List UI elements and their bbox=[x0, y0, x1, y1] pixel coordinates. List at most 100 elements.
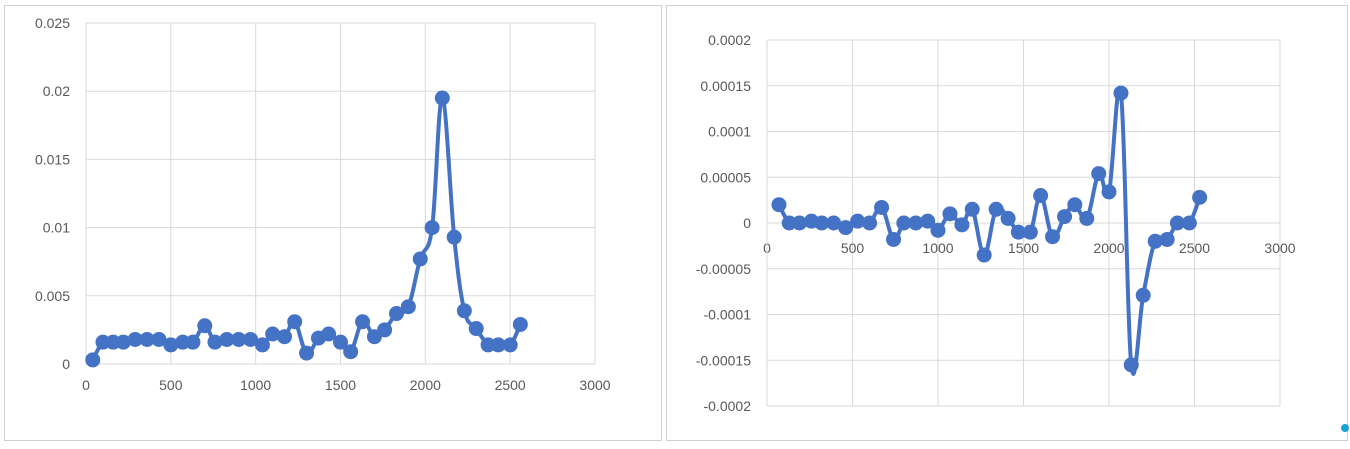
chart-panel-right: 0 500 1000 1500 2000 2500 3000 0.0002 0.00015 0.0… bbox=[666, 5, 1348, 441]
data-point bbox=[468, 321, 484, 337]
data-point bbox=[1192, 189, 1208, 205]
data-point bbox=[127, 331, 143, 347]
data-point bbox=[1067, 197, 1083, 213]
data-point bbox=[185, 334, 201, 350]
data-point bbox=[424, 220, 440, 236]
data-point bbox=[1010, 224, 1026, 240]
data-point bbox=[446, 229, 462, 245]
data-point bbox=[954, 217, 970, 233]
x-tick-label: 3000 bbox=[1264, 240, 1295, 256]
data-point bbox=[896, 215, 912, 231]
data-point bbox=[388, 306, 404, 322]
x-tick-label: 2500 bbox=[1179, 240, 1210, 256]
x-tick-label: 500 bbox=[841, 240, 865, 256]
y-tick-label: 0.0002 bbox=[708, 32, 751, 48]
y-tick-label: -0.00005 bbox=[696, 261, 751, 277]
data-point bbox=[321, 326, 337, 342]
data-point bbox=[862, 215, 878, 231]
data-point bbox=[1123, 357, 1139, 373]
data-point bbox=[490, 337, 506, 353]
data-point bbox=[412, 251, 428, 267]
data-point bbox=[826, 215, 842, 231]
y-tick-label: 0 bbox=[743, 215, 751, 231]
data-point bbox=[512, 316, 528, 332]
data-point bbox=[1022, 224, 1038, 240]
data-point bbox=[886, 231, 902, 247]
data-point bbox=[265, 326, 281, 342]
data-point bbox=[287, 314, 303, 330]
data-point bbox=[400, 299, 416, 315]
data-point bbox=[299, 345, 315, 361]
data-point bbox=[219, 331, 235, 347]
data-point bbox=[502, 337, 518, 353]
chart-panel-left: 0 500 1000 1500 2000 2500 3000 0 0.005 0.01 0.015 0… bbox=[4, 5, 662, 441]
data-point bbox=[771, 197, 787, 213]
data-point bbox=[139, 331, 155, 347]
data-point bbox=[163, 337, 179, 353]
line-chart-left: 0 500 1000 1500 2000 2500 3000 0 0.005 0.01 0.015 0… bbox=[35, 15, 611, 393]
data-point bbox=[333, 334, 348, 350]
x-tick-label: 500 bbox=[159, 377, 183, 393]
y-tick-label: 0.025 bbox=[35, 15, 70, 31]
corner-dot-marker bbox=[1341, 424, 1349, 432]
data-point bbox=[1033, 188, 1049, 204]
x-tick-label: 2500 bbox=[495, 377, 526, 393]
data-point bbox=[1113, 85, 1129, 101]
data-point bbox=[1169, 215, 1185, 231]
data-point bbox=[988, 201, 1004, 217]
y-tick-label: 0.005 bbox=[35, 288, 70, 304]
data-point bbox=[1000, 210, 1016, 226]
data-point bbox=[151, 331, 167, 347]
data-point bbox=[456, 303, 472, 319]
y-tick-label: 0.015 bbox=[35, 151, 70, 167]
y-tick-label: 0.0001 bbox=[708, 124, 751, 140]
x-tick-label: 1500 bbox=[325, 377, 356, 393]
y-tick-label: -0.00015 bbox=[696, 352, 751, 368]
x-tick-label: 2000 bbox=[410, 377, 441, 393]
data-point bbox=[964, 201, 980, 217]
y-tick-label: 0.00015 bbox=[700, 78, 751, 94]
data-point bbox=[930, 222, 946, 238]
data-point bbox=[791, 215, 807, 231]
data-point bbox=[197, 318, 213, 334]
data-point bbox=[1079, 210, 1095, 226]
data-point bbox=[1045, 229, 1061, 245]
data-point bbox=[231, 331, 247, 347]
data-point bbox=[1159, 231, 1175, 247]
y-tick-label: 0 bbox=[62, 356, 70, 372]
y-tick-label: -0.0001 bbox=[704, 307, 752, 323]
x-tick-label: 1000 bbox=[240, 377, 271, 393]
series-line bbox=[90, 96, 523, 362]
data-point bbox=[814, 215, 830, 231]
data-point bbox=[1135, 287, 1151, 303]
y-tick-label: -0.0002 bbox=[704, 398, 752, 414]
data-point bbox=[355, 314, 371, 330]
line-chart-right: 0 500 1000 1500 2000 2500 3000 0.0002 0.00015 0.0… bbox=[696, 32, 1296, 414]
data-point bbox=[942, 206, 958, 222]
data-point bbox=[434, 90, 450, 106]
data-point bbox=[1147, 233, 1163, 249]
data-point bbox=[838, 220, 854, 236]
data-point bbox=[781, 215, 797, 231]
data-point bbox=[1101, 184, 1117, 200]
y-tick-label: 0.01 bbox=[43, 220, 70, 236]
data-point bbox=[115, 334, 131, 350]
data-point bbox=[920, 213, 936, 229]
x-tick-label: 1000 bbox=[922, 240, 953, 256]
data-point bbox=[377, 322, 393, 338]
y-tick-label: 0.00005 bbox=[700, 169, 751, 185]
data-point bbox=[243, 331, 259, 347]
x-tick-label: 1500 bbox=[1008, 240, 1039, 256]
data-point bbox=[908, 215, 924, 231]
data-point bbox=[254, 337, 270, 353]
data-point bbox=[874, 199, 890, 215]
x-tick-label: 0 bbox=[82, 377, 90, 393]
data-point bbox=[207, 334, 223, 350]
data-point bbox=[277, 329, 293, 345]
x-tick-label: 2000 bbox=[1093, 240, 1124, 256]
data-point bbox=[343, 344, 359, 360]
x-tick-label: 3000 bbox=[579, 377, 610, 393]
data-point bbox=[1181, 215, 1197, 231]
data-point bbox=[1091, 166, 1107, 182]
data-point bbox=[850, 213, 866, 229]
